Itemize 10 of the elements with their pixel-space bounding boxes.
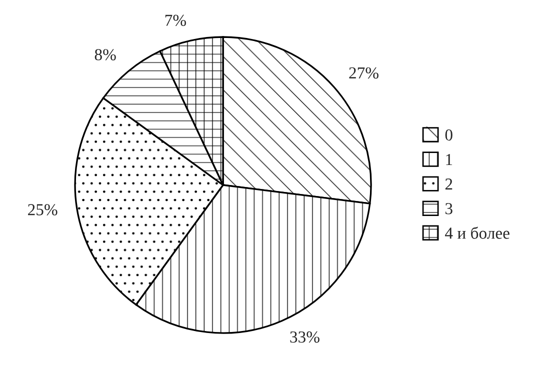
data-label: 25% xyxy=(28,204,58,216)
data-label: 27% xyxy=(349,67,378,79)
legend-label: 4 и более xyxy=(445,226,510,239)
legend-label: 0 xyxy=(445,129,452,141)
legend-label: 3 xyxy=(446,203,452,214)
data-label: 7% xyxy=(165,14,186,26)
data-label: 8% xyxy=(94,49,116,60)
legend-label: 1 xyxy=(446,154,452,166)
data-label: 33% xyxy=(290,331,320,343)
legend-label: 2 xyxy=(445,178,452,190)
